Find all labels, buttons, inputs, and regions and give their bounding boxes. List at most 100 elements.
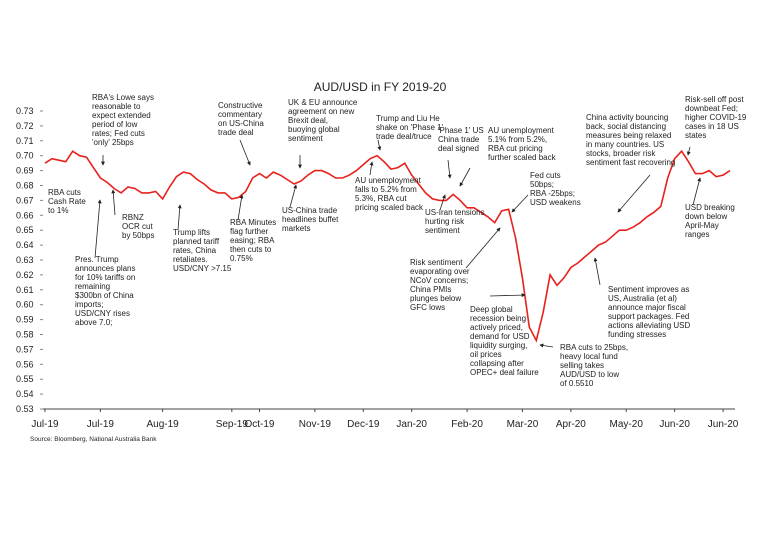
annotation: shake on 'Phase 1' xyxy=(376,123,444,132)
y-tick-label: 0.70 xyxy=(16,151,34,161)
annotation-arrow xyxy=(617,174,651,213)
annotation: 5.3%, RBA cut xyxy=(355,194,407,203)
annotation: Constructive xyxy=(218,101,263,110)
y-tick-label: 0.66 xyxy=(16,210,34,220)
annotation: US-China trade xyxy=(282,206,338,215)
annotation: RBNZ xyxy=(122,213,144,222)
annotation: down below xyxy=(685,212,727,221)
annotation: easing; RBA xyxy=(230,236,275,245)
annotation: falls to 5.2% from xyxy=(355,185,417,194)
annotation: China PMIs xyxy=(410,285,451,294)
annotation: of 0.5510 xyxy=(560,379,594,388)
annotation-arrow xyxy=(539,343,554,348)
annotation-arrow xyxy=(369,161,374,176)
y-tick-label: 0.62 xyxy=(16,270,34,280)
x-tick-label: Aug-19 xyxy=(147,419,180,430)
annotation-arrow xyxy=(593,257,601,286)
annotation-arrow xyxy=(686,146,691,156)
annotation: by 50bps xyxy=(122,231,154,240)
annotation: Fed cuts xyxy=(530,171,561,180)
annotation-arrow xyxy=(439,194,446,211)
annotation: announce major fiscal xyxy=(608,303,686,312)
annotation-arrow xyxy=(237,194,244,221)
y-tick-label: 0.59 xyxy=(16,315,34,325)
annotation-arrow xyxy=(377,139,382,151)
annotation: measures being relaxed xyxy=(586,131,671,140)
annotation: announces plans xyxy=(75,264,136,273)
annotation: RBA Minutes xyxy=(230,218,276,227)
annotation: stocks, broader risk xyxy=(586,149,656,158)
y-tick-label: 0.72 xyxy=(16,121,34,131)
annotation-arrow xyxy=(94,199,102,259)
annotation: Trump and Liu He xyxy=(376,114,440,123)
annotation: China trade xyxy=(438,135,480,144)
annotation: hurting risk xyxy=(425,217,465,226)
x-tick-label: Jun-20 xyxy=(659,419,690,430)
annotation: USD breaking xyxy=(685,203,735,212)
y-tick-label: 0.58 xyxy=(16,330,34,340)
annotation: AU unemployment xyxy=(355,176,422,185)
annotation: 5.1% from 5.2%, xyxy=(488,135,547,144)
y-tick-label: 0.53 xyxy=(16,404,34,414)
annotation: 'only' 25bps xyxy=(92,138,134,147)
annotation: sentiment fast recovering xyxy=(586,158,675,167)
x-tick-label: Dec-19 xyxy=(347,419,380,430)
x-tick-label: Sep-19 xyxy=(216,419,249,430)
annotation: RBA cuts xyxy=(48,188,81,197)
annotation: for 10% tariffs on xyxy=(75,273,135,282)
annotation: states xyxy=(685,131,706,140)
annotation: funding stresses xyxy=(608,330,666,339)
annotation: rates; Fed cuts xyxy=(92,129,145,138)
annotation-arrow xyxy=(239,139,251,166)
annotation: Sentiment improves as xyxy=(608,285,689,294)
annotation: then cuts to xyxy=(230,245,272,254)
annotation: OCR cut xyxy=(122,222,153,231)
annotation-arrow xyxy=(447,159,452,179)
annotation-arrow xyxy=(459,167,471,187)
annotation: rates, China xyxy=(173,246,217,255)
annotation: RBA cut pricing xyxy=(488,144,543,153)
y-tick-label: 0.56 xyxy=(16,359,34,369)
annotation: OPEC+ deal failure xyxy=(470,368,539,377)
annotation: evaporating over xyxy=(410,267,470,276)
x-tick-label: Apr-20 xyxy=(556,419,586,430)
annotation: on US-China xyxy=(218,119,264,128)
y-tick-label: 0.71 xyxy=(16,136,34,146)
annotation: retaliates. xyxy=(173,255,208,264)
x-tick-label: Nov-19 xyxy=(299,419,332,430)
x-tick-label: Jul-19 xyxy=(31,419,59,430)
annotation: imports; xyxy=(75,300,103,309)
y-tick-label: 0.60 xyxy=(16,300,34,310)
chart-title: AUD/USD in FY 2019-20 xyxy=(314,80,447,94)
annotation: above 7.0; xyxy=(75,318,112,327)
annotation: heavy local fund xyxy=(560,352,618,361)
y-tick-label: 0.61 xyxy=(16,285,34,295)
annotation: USD weakens xyxy=(530,198,581,207)
annotation-arrow xyxy=(511,194,529,213)
annotation-arrow xyxy=(465,227,501,269)
annotation: USD/CNY >7.15 xyxy=(173,264,232,273)
annotation: support packages. Fed xyxy=(608,312,689,321)
annotation: pricing scaled back xyxy=(355,203,424,212)
x-tick-label: Mar-20 xyxy=(507,419,539,430)
annotation: period of low xyxy=(92,120,138,129)
annotation: commentary xyxy=(218,110,262,119)
annotation: sentiment xyxy=(425,226,460,235)
annotation: deal signed xyxy=(438,144,479,153)
annotation: flag further xyxy=(230,227,269,236)
y-tick-label: 0.57 xyxy=(16,344,34,354)
annotation: in many countries. US xyxy=(586,140,664,149)
annotation: RBA's Lowe says xyxy=(92,93,154,102)
y-tick-label: 0.54 xyxy=(16,389,34,399)
annotation: GFC lows xyxy=(410,303,445,312)
annotation: Risk sentiment xyxy=(410,258,463,267)
annotation: 'Phase 1' US xyxy=(438,126,484,135)
annotation: planned tariff xyxy=(173,237,220,246)
line-series xyxy=(44,149,731,343)
x-tick-label: Jun-20 xyxy=(708,419,739,430)
annotation: agreement on new xyxy=(288,107,354,116)
x-tick-label: May-20 xyxy=(610,419,644,430)
x-tick-label: Jan-20 xyxy=(396,419,427,430)
annotation: ranges xyxy=(685,230,709,239)
x-tick-label: Oct-19 xyxy=(244,419,274,430)
